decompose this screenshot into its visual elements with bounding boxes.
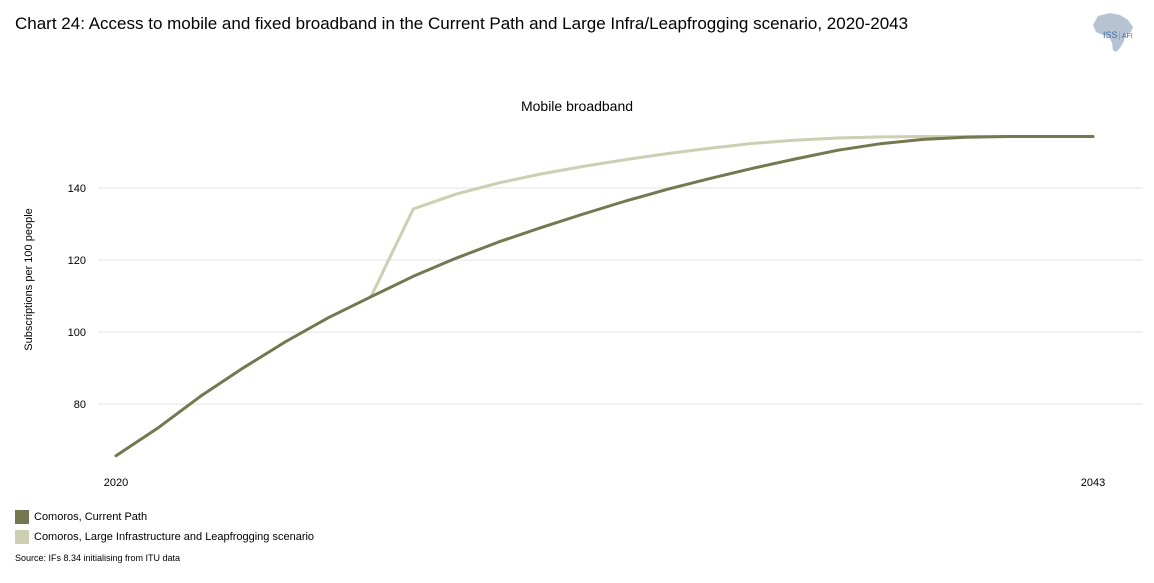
chart-subtitle: Mobile broadband [520,98,634,114]
chart-title: Chart 24: Access to mobile and fixed bro… [15,14,909,33]
series-line-scenario [369,135,1095,299]
y-axis-label: Subscriptions per 100 people [23,208,35,350]
legend-label-current-path: Comoros, Current Path [34,511,148,523]
y-tick-label-120: 120 [68,255,86,267]
y-tick-label-80: 80 [74,399,86,411]
y-tick-label-100: 100 [68,327,86,339]
legend-item-scenario: Comoros, Large Infrastructure and Leapfr… [15,527,314,547]
legend: Comoros, Current Path Comoros, Large Inf… [15,507,314,547]
series-line-current-path [114,135,1095,458]
x-tick-label-2020: 2020 [104,477,128,489]
legend-swatch-scenario [15,530,29,544]
legend-swatch-current-path [15,510,29,524]
legend-label-scenario: Comoros, Large Infrastructure and Leapfr… [34,531,315,543]
logo-iss: ISS [1103,30,1118,40]
legend-item-current-path: Comoros, Current Path [15,507,314,527]
x-tick-label-2043: 2043 [1081,477,1105,489]
logo-text: ISS|AFI [1103,30,1133,40]
source-note: Source: IFs 8.34 initialising from ITU d… [15,553,181,563]
africa-map-icon [1093,13,1133,52]
logo-afi: AFI [1121,33,1133,40]
y-tick-label-140: 140 [68,183,86,195]
